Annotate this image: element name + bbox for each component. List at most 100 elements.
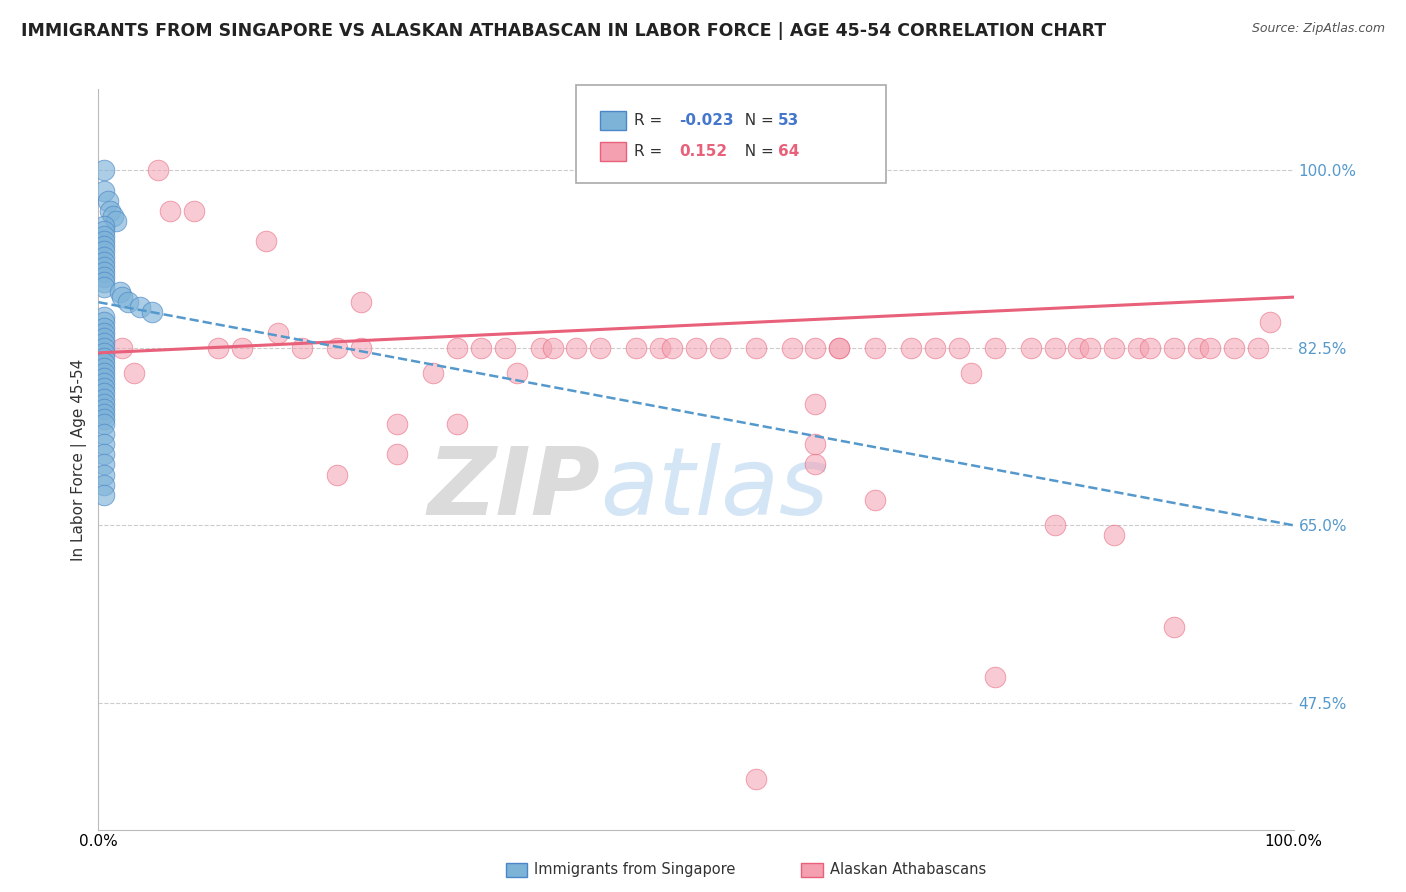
Point	[93, 477, 115, 491]
Point	[183, 203, 205, 218]
Point	[124, 366, 146, 380]
Point	[984, 341, 1007, 355]
Point	[93, 320, 115, 334]
Point	[93, 331, 115, 345]
Point	[93, 356, 115, 370]
Point	[117, 295, 139, 310]
Point	[350, 295, 373, 310]
Y-axis label: In Labor Force | Age 45-54: In Labor Force | Age 45-54	[72, 359, 87, 560]
Point	[494, 341, 516, 355]
Text: 64: 64	[778, 145, 799, 159]
Point	[1223, 341, 1246, 355]
Point	[506, 366, 529, 380]
Point	[709, 341, 731, 355]
Point	[1163, 341, 1185, 355]
Text: N =: N =	[735, 113, 779, 128]
Point	[828, 341, 851, 355]
Point	[267, 326, 290, 340]
Point	[446, 417, 468, 431]
Text: Alaskan Athabascans: Alaskan Athabascans	[830, 863, 986, 877]
Point	[93, 386, 115, 401]
Point	[93, 316, 115, 330]
Point	[93, 371, 115, 385]
Point	[231, 341, 253, 355]
Text: 0.152: 0.152	[679, 145, 727, 159]
Point	[1258, 316, 1281, 330]
Text: IMMIGRANTS FROM SINGAPORE VS ALASKAN ATHABASCAN IN LABOR FORCE | AGE 45-54 CORRE: IMMIGRANTS FROM SINGAPORE VS ALASKAN ATH…	[21, 22, 1107, 40]
Point	[93, 447, 115, 461]
Point	[93, 254, 115, 268]
Point	[207, 341, 229, 355]
Point	[93, 437, 115, 451]
Point	[93, 250, 115, 264]
Point	[98, 203, 122, 218]
Point	[93, 244, 115, 259]
Text: Source: ZipAtlas.com: Source: ZipAtlas.com	[1251, 22, 1385, 36]
Point	[685, 341, 707, 355]
Point	[93, 341, 115, 355]
Point	[93, 260, 115, 274]
Point	[111, 341, 134, 355]
Point	[326, 467, 349, 482]
Point	[291, 341, 314, 355]
Point	[93, 381, 115, 395]
Point	[565, 341, 588, 355]
Point	[446, 341, 468, 355]
Point	[93, 326, 115, 340]
Point	[1128, 341, 1150, 355]
Point	[93, 310, 115, 325]
Point	[828, 341, 851, 355]
Point	[93, 265, 115, 279]
Point	[900, 341, 922, 355]
Point	[93, 184, 115, 198]
Text: N =: N =	[735, 145, 779, 159]
Point	[422, 366, 444, 380]
Point	[350, 341, 373, 355]
Point	[93, 392, 115, 406]
Point	[1067, 341, 1090, 355]
Point	[960, 366, 983, 380]
Text: -0.023: -0.023	[679, 113, 734, 128]
Point	[93, 427, 115, 442]
Point	[1043, 341, 1066, 355]
Point	[326, 341, 349, 355]
Point	[93, 219, 115, 233]
Point	[97, 194, 120, 208]
Point	[101, 209, 124, 223]
Point	[865, 341, 887, 355]
Point	[385, 417, 409, 431]
Point	[93, 488, 115, 502]
Point	[589, 341, 612, 355]
Text: R =: R =	[634, 113, 668, 128]
Point	[804, 341, 827, 355]
Point	[93, 335, 115, 350]
Point	[745, 341, 768, 355]
Point	[93, 401, 115, 416]
Point	[1080, 341, 1102, 355]
Point	[804, 396, 827, 410]
Point	[108, 285, 131, 299]
Point	[1019, 341, 1042, 355]
Point	[984, 670, 1007, 684]
Text: R =: R =	[634, 145, 668, 159]
Text: Immigrants from Singapore: Immigrants from Singapore	[534, 863, 735, 877]
Point	[541, 341, 564, 355]
Point	[93, 280, 115, 294]
Point	[1104, 341, 1126, 355]
Point	[93, 361, 115, 376]
Point	[93, 366, 115, 380]
Point	[661, 341, 683, 355]
Point	[93, 346, 115, 360]
Point	[93, 396, 115, 410]
Point	[93, 229, 115, 244]
Text: atlas: atlas	[600, 443, 828, 534]
Point	[470, 341, 492, 355]
Point	[865, 492, 887, 507]
Point	[129, 300, 152, 314]
Point	[804, 458, 827, 472]
Point	[93, 269, 115, 284]
Point	[254, 235, 277, 249]
Point	[780, 341, 803, 355]
Point	[626, 341, 648, 355]
Point	[1199, 341, 1222, 355]
